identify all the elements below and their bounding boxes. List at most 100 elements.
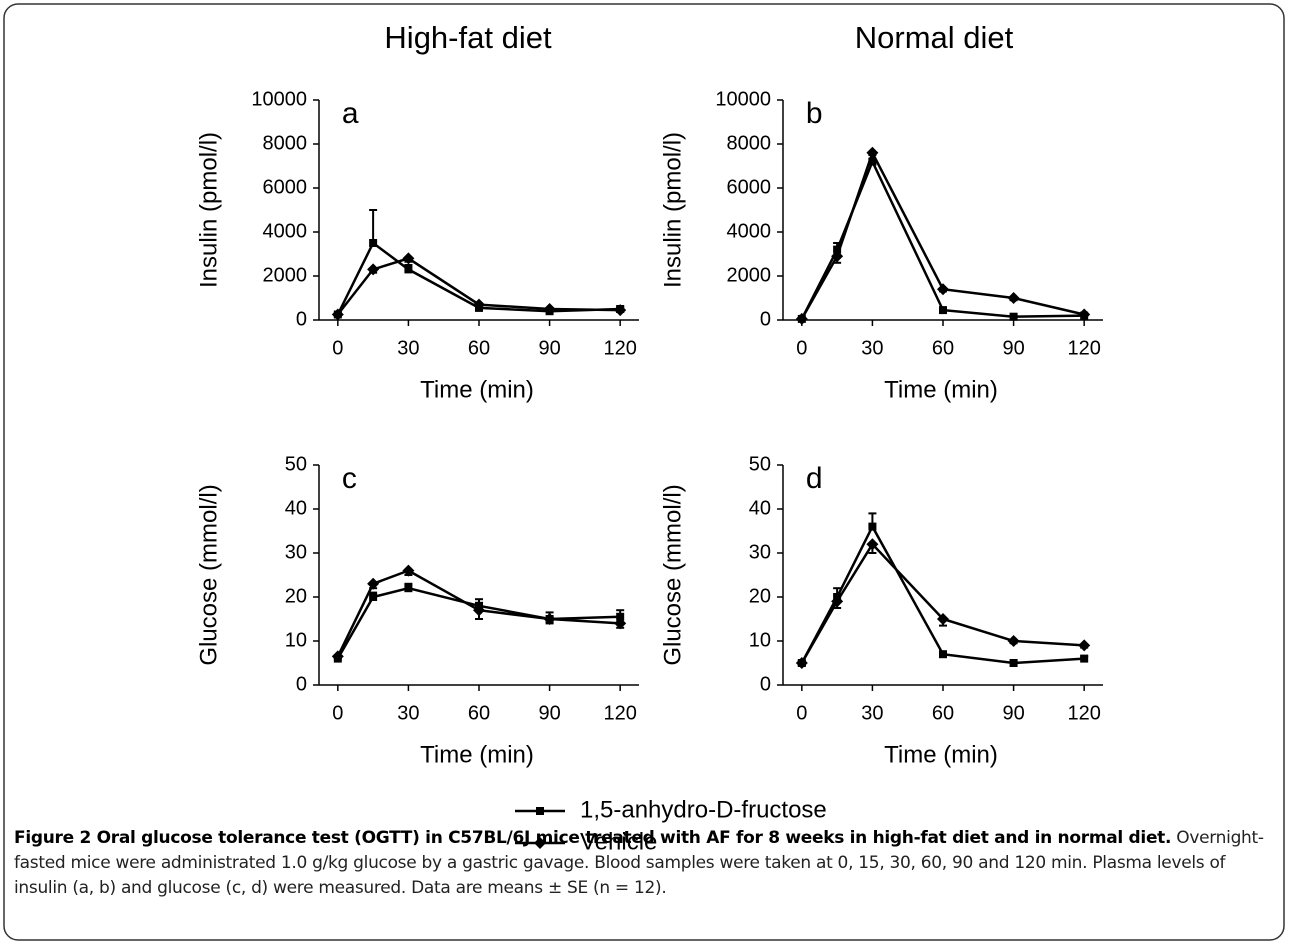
- y-tick-label: 50: [749, 453, 771, 475]
- x-tick-label: 0: [796, 702, 807, 724]
- x-tick-label: 30: [861, 702, 883, 724]
- data-point: [866, 538, 879, 551]
- data-point: [473, 298, 485, 311]
- data-point: [473, 604, 485, 617]
- y-tick-label: 8000: [263, 132, 308, 154]
- y-tick-label: 20: [749, 585, 771, 607]
- data-point: [331, 308, 344, 321]
- x-tick-label: 60: [932, 337, 954, 359]
- x-tick-label: 90: [538, 337, 560, 359]
- data-point: [367, 577, 380, 590]
- data-point: [1007, 635, 1020, 647]
- data-point: [402, 252, 415, 265]
- data-point: [937, 613, 949, 625]
- x-tick-label: 60: [468, 702, 490, 724]
- data-point: [937, 283, 949, 296]
- series-line: [336, 569, 621, 657]
- y-tick-label: 30: [749, 541, 771, 563]
- data-point: [939, 306, 947, 315]
- caption: Figure 2 Oral glucose tolerance test (OG…: [14, 826, 1276, 901]
- series-line: [800, 542, 1085, 664]
- data-point: [868, 522, 877, 531]
- legend-marker: [534, 837, 546, 849]
- y-tick-label: 10000: [251, 88, 307, 110]
- y-tick-label: 0: [296, 308, 307, 330]
- data-point: [868, 157, 877, 166]
- series-line: [336, 257, 621, 316]
- data-point: [367, 263, 380, 276]
- series-line: [336, 241, 621, 316]
- data-point: [1007, 292, 1020, 304]
- panel-letter: c: [342, 462, 357, 495]
- legend-label: Vehicle: [580, 828, 657, 855]
- series-line: [800, 158, 1085, 320]
- figure-border: [3, 3, 1285, 941]
- data-point: [1009, 659, 1018, 667]
- panel-letter: a: [342, 97, 359, 130]
- y-tick-label: 2000: [263, 264, 308, 286]
- y-tick-label: 40: [749, 497, 771, 519]
- y-tick-label: 40: [285, 497, 307, 519]
- x-tick-label: 90: [538, 702, 560, 724]
- data-point: [614, 617, 627, 630]
- data-point: [831, 250, 844, 263]
- data-point: [369, 239, 378, 247]
- x-tick-label: 120: [1067, 337, 1100, 359]
- panel-letter: b: [806, 97, 823, 130]
- y-tick-label: 6000: [727, 176, 772, 198]
- x-axis-title: Time (min): [420, 376, 534, 403]
- x-tick-label: 0: [796, 337, 807, 359]
- x-tick-label: 120: [1067, 702, 1100, 724]
- data-point: [614, 304, 627, 317]
- series-line: [800, 523, 1085, 665]
- column-title: High-fat diet: [384, 20, 552, 55]
- x-axis-title: Time (min): [884, 741, 998, 768]
- y-tick-label: 20: [285, 585, 307, 607]
- y-axis-title: Insulin (pmol/l): [659, 132, 686, 288]
- x-axis-title: Time (min): [884, 376, 998, 403]
- data-point: [795, 312, 808, 325]
- y-tick-label: 4000: [263, 220, 308, 242]
- y-axis-title: Glucose (mmol/l): [659, 484, 686, 665]
- y-tick-label: 2000: [727, 264, 772, 286]
- data-point: [404, 265, 413, 274]
- x-tick-label: 90: [1002, 702, 1024, 724]
- y-axis-title: Insulin (pmol/l): [195, 132, 222, 288]
- data-point: [543, 613, 556, 625]
- y-tick-label: 0: [296, 673, 307, 695]
- x-tick-label: 0: [332, 702, 343, 724]
- data-point: [866, 146, 879, 159]
- y-tick-label: 10: [285, 629, 307, 651]
- data-point: [543, 303, 556, 315]
- y-tick-label: 30: [285, 541, 307, 563]
- caption-body: Overnight-fasted mice were administrated…: [14, 828, 1264, 898]
- y-tick-label: 4000: [727, 220, 772, 242]
- column-title: Normal diet: [855, 20, 1014, 55]
- data-point: [831, 595, 844, 608]
- x-tick-label: 120: [603, 337, 636, 359]
- x-tick-label: 60: [932, 702, 954, 724]
- data-point: [1080, 654, 1089, 663]
- x-tick-label: 30: [397, 337, 419, 359]
- data-point: [833, 245, 842, 254]
- y-tick-label: 10000: [715, 88, 771, 110]
- data-point: [939, 650, 947, 659]
- data-point: [369, 593, 378, 601]
- data-point: [795, 657, 808, 669]
- y-tick-label: 10: [749, 629, 771, 651]
- data-point: [1078, 639, 1091, 652]
- x-tick-label: 90: [1002, 337, 1024, 359]
- data-point: [616, 612, 625, 621]
- legend-marker: [536, 807, 544, 815]
- data-point: [1009, 312, 1018, 321]
- data-point: [402, 564, 415, 577]
- data-point: [404, 584, 413, 593]
- x-tick-label: 0: [332, 337, 343, 359]
- data-point: [1078, 308, 1091, 321]
- x-tick-label: 60: [468, 337, 490, 359]
- y-tick-label: 0: [760, 308, 771, 330]
- caption-title: Figure 2 Oral glucose tolerance test (OG…: [14, 828, 1172, 848]
- series-line: [800, 149, 1085, 320]
- data-point: [331, 650, 344, 663]
